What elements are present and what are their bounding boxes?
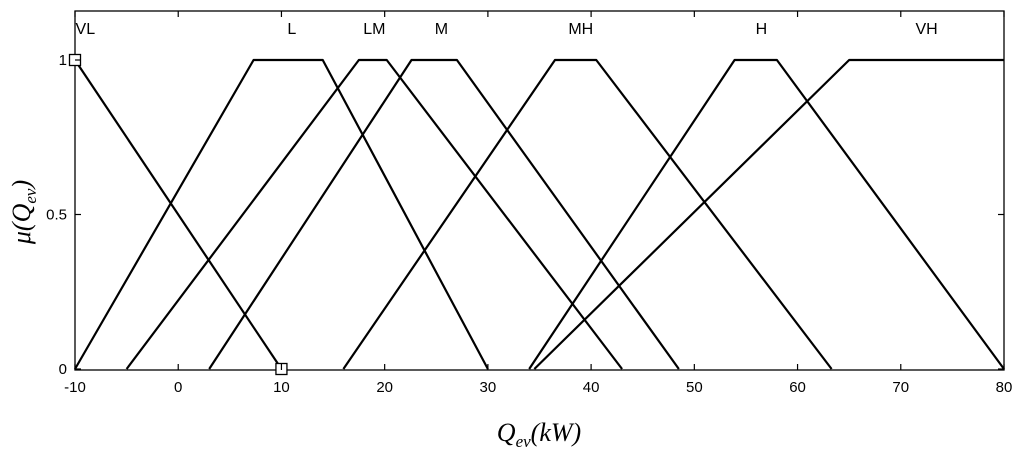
- y-tick-label: 0.5: [46, 207, 67, 224]
- series-line-m: [208, 58, 680, 370]
- series-label-vh: VH: [915, 21, 937, 38]
- y-axis-title-rest: ): [7, 180, 36, 191]
- x-tick-label: 40: [583, 379, 600, 396]
- series-line-lm: [125, 58, 623, 370]
- x-axis-title-rest: (kW): [531, 418, 582, 447]
- series-label-h: H: [756, 21, 768, 38]
- x-tick-label: 50: [686, 379, 703, 396]
- x-tick-label: 70: [892, 379, 909, 396]
- y-axis-title-sub: ev: [21, 188, 40, 204]
- y-axis-ticks: 00.51: [46, 52, 1004, 378]
- y-tick-label: 0: [59, 361, 67, 378]
- series-label-lm: LM: [363, 21, 385, 38]
- series-line-vh: [533, 58, 1004, 370]
- x-axis-title: Qev(kW): [497, 418, 581, 451]
- series-line-l: [74, 58, 489, 370]
- series-line-h: [528, 58, 1005, 370]
- y-axis-title-main: μ(Q: [7, 203, 36, 245]
- x-tick-label: 10: [273, 379, 290, 396]
- series-line-vl: [74, 59, 283, 370]
- y-axis-title: μ(Qev): [7, 180, 40, 245]
- series-label-l: L: [287, 21, 296, 38]
- series-line-mh: [342, 58, 833, 370]
- series-layer: [74, 58, 1005, 370]
- series-label-vl: VL: [76, 21, 96, 38]
- series-label-mh: MH: [568, 21, 593, 38]
- x-tick-label: -10: [64, 379, 86, 396]
- x-axis-ticks: -10 0 10 20 30 40 50 60 70 80: [64, 11, 1012, 396]
- x-tick-label: 30: [480, 379, 497, 396]
- x-tick-label: 0: [174, 379, 182, 396]
- x-axis-title-main: Q: [497, 418, 516, 447]
- x-tick-label: 60: [789, 379, 806, 396]
- x-tick-label: 20: [376, 379, 393, 396]
- plot-frame: [74, 10, 1005, 371]
- series-labels: VL L LM M MH H VH: [76, 21, 938, 38]
- y-tick-label: 1: [59, 52, 67, 69]
- x-axis-title-sub: ev: [516, 432, 532, 451]
- x-tick-label: 80: [996, 379, 1013, 396]
- series-label-m: M: [435, 21, 448, 38]
